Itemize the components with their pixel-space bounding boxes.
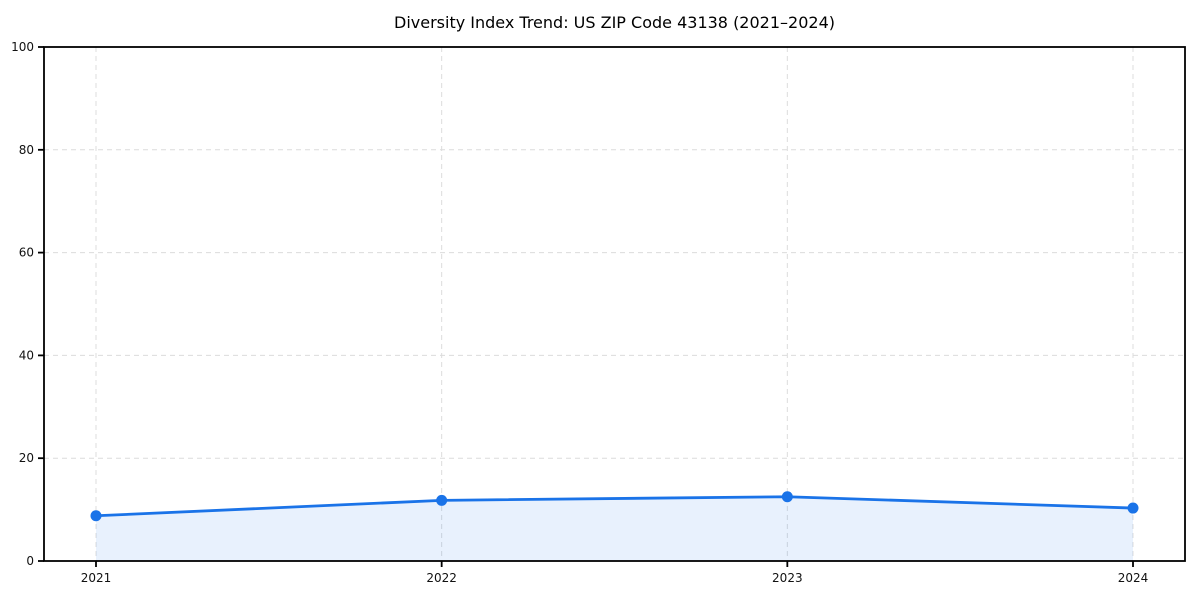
y-tick-label: 60 <box>19 246 34 260</box>
x-tick-label: 2022 <box>426 571 457 585</box>
y-tick-label: 40 <box>19 348 34 362</box>
chart-title: Diversity Index Trend: US ZIP Code 43138… <box>394 13 835 32</box>
data-point <box>436 494 448 506</box>
y-tick-label: 0 <box>26 554 34 568</box>
x-tick-label: 2023 <box>772 571 803 585</box>
plot-frame <box>43 46 1186 562</box>
data-point <box>781 491 793 503</box>
data-point <box>90 510 102 522</box>
x-tick-label: 2024 <box>1118 571 1149 585</box>
y-tick-label: 20 <box>19 451 34 465</box>
y-tick-label: 80 <box>19 143 34 157</box>
data-line <box>94 495 1135 518</box>
y-tick-label: 100 <box>11 40 34 54</box>
data-point <box>1127 502 1139 514</box>
area-fill <box>96 496 1133 561</box>
x-tick-label: 2021 <box>81 571 112 585</box>
